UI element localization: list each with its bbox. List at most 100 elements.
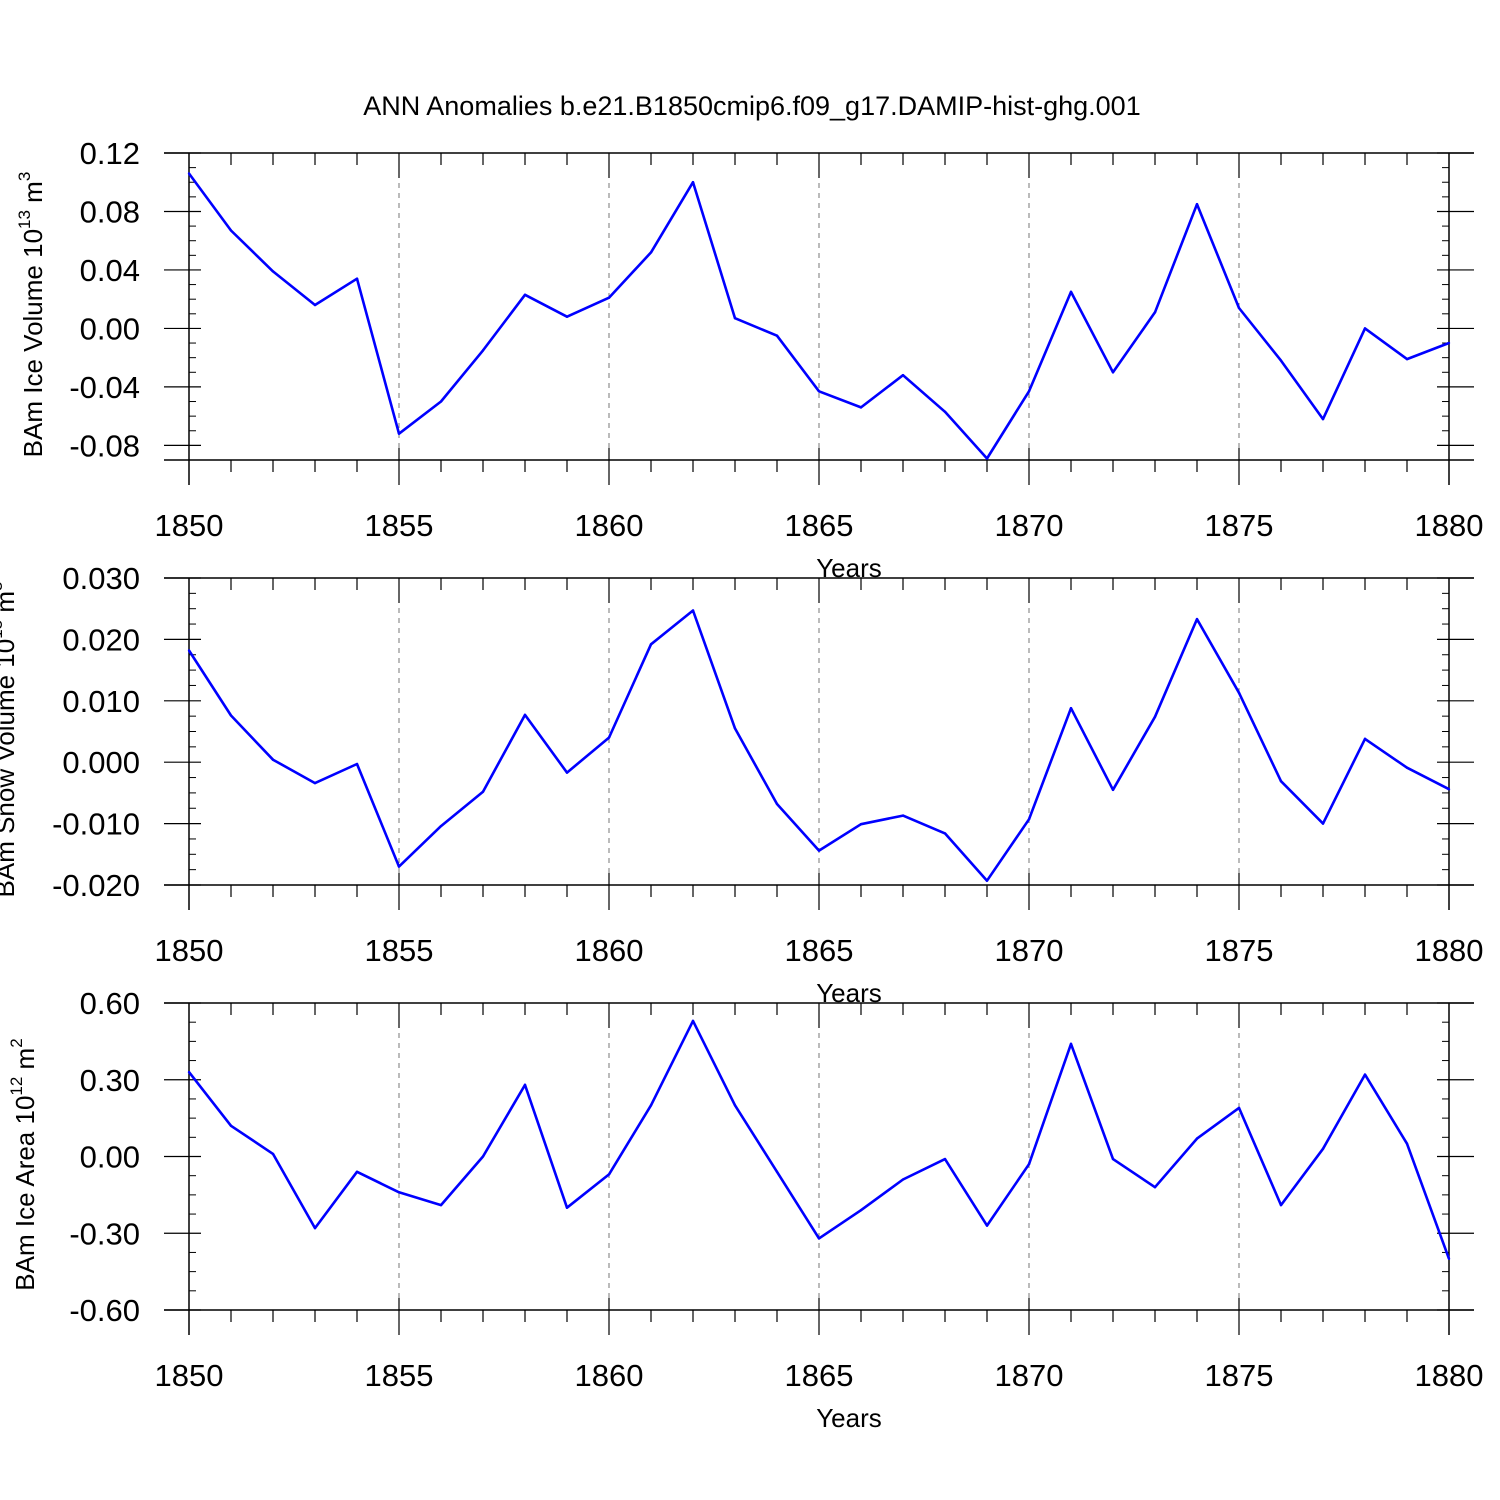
x-tick-label: 1875: [1205, 1358, 1274, 1393]
y-axis-label-unit: m: [0, 591, 20, 620]
data-point: [481, 1155, 485, 1158]
data-point: [1195, 202, 1199, 206]
data-point: [775, 334, 779, 337]
data-point: [439, 1203, 443, 1207]
data-point: [733, 727, 737, 730]
y-axis-label-exp: 13: [15, 210, 34, 229]
data-point: [607, 1173, 611, 1176]
x-tick-label: 1870: [995, 1358, 1064, 1393]
data-point: [271, 758, 275, 761]
y-tick-label: 0.60: [80, 986, 140, 1021]
data-point: [1405, 766, 1409, 769]
data-point: [313, 303, 317, 307]
data-point: [1405, 357, 1409, 361]
data-point: [691, 181, 695, 184]
y-tick-label: -0.010: [52, 807, 140, 842]
data-point: [775, 1170, 779, 1174]
y-tick-label: 0.04: [80, 253, 140, 288]
data-point: [481, 790, 485, 793]
data-point: [523, 713, 527, 717]
data-point: [271, 270, 275, 273]
data-point: [1363, 737, 1367, 741]
data-point: [229, 229, 233, 232]
data-point: [1363, 327, 1367, 330]
data-point: [859, 823, 863, 826]
y-axis-label-unit: m: [18, 181, 48, 210]
data-point: [1447, 341, 1451, 345]
data-point: [229, 1124, 233, 1128]
data-point: [691, 1019, 695, 1023]
y-tick-label: 0.030: [62, 561, 140, 596]
y-axis-label-unit-exp: 3: [0, 582, 6, 591]
data-point: [607, 296, 611, 299]
y-tick-label: 0.00: [80, 311, 140, 346]
data-point: [1321, 1147, 1325, 1151]
data-point: [943, 410, 947, 413]
data-point: [481, 349, 485, 352]
data-point: [691, 609, 695, 612]
data-point: [1027, 818, 1031, 821]
data-point: [985, 879, 989, 882]
data-point: [397, 432, 401, 435]
data-point: [1027, 1162, 1031, 1166]
data-point: [943, 1157, 947, 1161]
data-point: [355, 762, 359, 766]
data-point: [1153, 1186, 1157, 1189]
data-point: [1027, 390, 1031, 393]
x-tick-label: 1850: [155, 1358, 224, 1393]
y-tick-label: -0.08: [69, 428, 140, 463]
data-point: [397, 1191, 401, 1194]
data-point: [565, 1206, 569, 1209]
data-point: [649, 251, 653, 254]
data-point: [817, 849, 821, 852]
data-point: [1363, 1073, 1367, 1076]
data-point: [523, 293, 527, 297]
data-point: [1237, 306, 1241, 310]
x-tick-label: 1850: [155, 508, 224, 543]
data-point: [229, 714, 233, 717]
data-point: [1153, 311, 1157, 314]
data-point: [1237, 1106, 1241, 1110]
data-point: [649, 1104, 653, 1107]
y-axis-label-main: BAm Ice Area 10: [10, 1096, 40, 1291]
data-point: [817, 1237, 821, 1240]
x-tick-label: 1850: [155, 933, 224, 968]
data-point: [1111, 1157, 1115, 1161]
data-point: [439, 400, 443, 403]
x-tick-label: 1865: [785, 508, 854, 543]
data-point: [1237, 691, 1241, 695]
panel-ice-area: -0.60 -0.30 0.00 0.30 0.60 1850 1855 1860 1865 18…: [7, 986, 1483, 1433]
data-point: [733, 316, 737, 320]
data-point: [355, 1170, 359, 1174]
x-tick-label: 1875: [1205, 508, 1274, 543]
x-tick-label: 1875: [1205, 933, 1274, 968]
data-point: [1111, 371, 1115, 374]
data-point: [733, 1104, 737, 1107]
y-axis-label: BAm Snow Volume 1013 m3: [0, 582, 20, 898]
x-tick-label: 1880: [1415, 1358, 1484, 1393]
y-tick-label: 0.020: [62, 622, 140, 657]
data-point: [313, 1226, 317, 1230]
data-point: [901, 374, 905, 377]
data-point: [817, 390, 821, 393]
data-point: [187, 1070, 191, 1074]
y-axis-label-unit-exp: 2: [7, 1038, 26, 1047]
x-tick-label: 1860: [575, 508, 644, 543]
y-tick-label: -0.020: [52, 868, 140, 903]
data-point: [985, 1224, 989, 1227]
data-point: [1279, 359, 1283, 362]
data-point: [355, 277, 359, 280]
data-point: [859, 1209, 863, 1212]
x-axis-label: Years: [816, 1403, 882, 1433]
y-axis-label-unit: m: [10, 1048, 40, 1077]
y-tick-label: -0.04: [69, 370, 140, 405]
data-point: [1447, 1257, 1451, 1261]
panel-snow-volume: -0.020 -0.010 0.000 0.010 0.020 0.030 1850 1855…: [0, 561, 1483, 1008]
y-axis-label: BAm Ice Area 1012 m2: [7, 1038, 40, 1290]
x-tick-label: 1870: [995, 508, 1064, 543]
y-axis-label: BAm Ice Volume 1013 m3: [15, 172, 48, 458]
data-point: [1195, 1137, 1199, 1140]
x-tick-label: 1855: [365, 508, 434, 543]
x-tick-label: 1870: [995, 933, 1064, 968]
